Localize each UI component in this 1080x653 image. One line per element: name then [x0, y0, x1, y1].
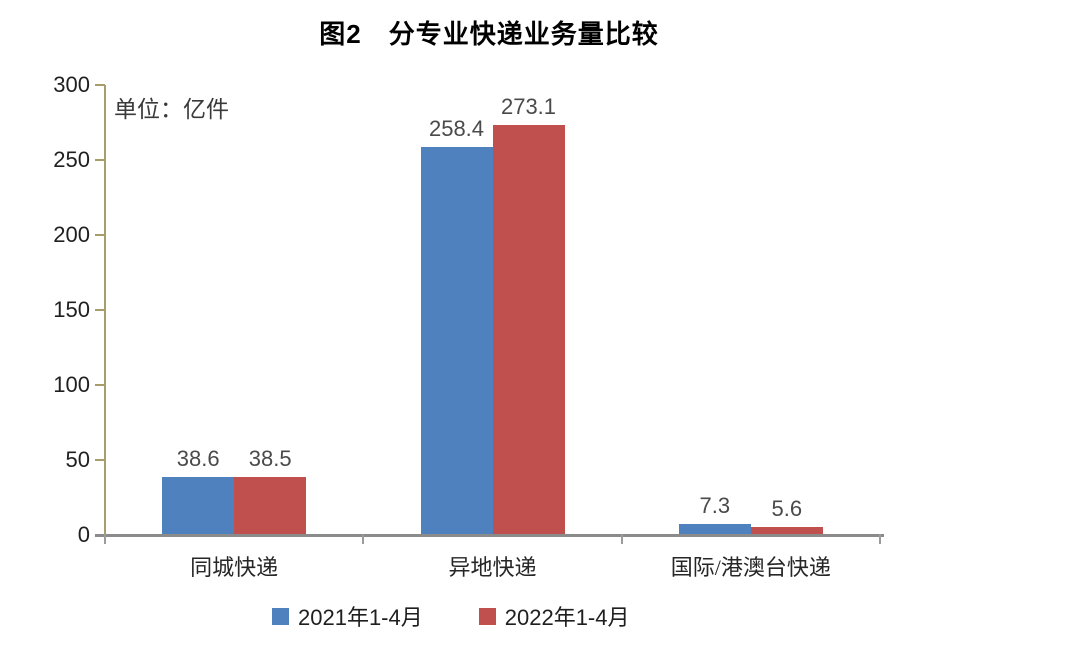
y-tick-mark	[95, 309, 105, 311]
legend-label: 2021年1-4月	[298, 605, 423, 630]
category-label: 异地快递	[448, 555, 537, 580]
x-tick-mark	[620, 534, 623, 544]
legend-label: 2022年1-4月	[504, 605, 630, 630]
legend: 2021年1-4月 2022年1-4月	[272, 600, 630, 632]
category-label: 同城快递	[190, 555, 279, 580]
bar	[492, 125, 565, 535]
y-tick-label: 300	[53, 72, 90, 97]
y-axis-line	[104, 85, 106, 536]
y-tick-mark	[95, 234, 105, 236]
x-tick-mark	[104, 534, 106, 544]
y-tick-label: 250	[53, 147, 90, 172]
y-tick-label: 100	[53, 372, 90, 397]
y-tick-mark	[95, 384, 105, 386]
x-axis-line	[95, 534, 884, 537]
bar-value-label: 38.5	[248, 446, 292, 472]
y-tick-label: 0	[77, 522, 90, 547]
legend-swatch	[272, 607, 289, 625]
y-tick-label: 200	[53, 222, 90, 247]
y-tick-mark	[95, 159, 105, 161]
y-tick-mark	[95, 84, 105, 86]
bar-value-label: 273.1	[500, 94, 557, 120]
bar	[162, 477, 235, 535]
x-tick-mark	[879, 534, 881, 544]
bar	[420, 147, 493, 535]
bar	[750, 526, 823, 535]
legend-item: 2022年1-4月	[478, 600, 630, 632]
x-tick-mark	[362, 534, 365, 544]
bar-value-label: 5.6	[771, 495, 803, 521]
bar-value-label: 258.4	[428, 116, 485, 142]
legend-swatch	[478, 607, 496, 625]
bar-value-label: 7.3	[699, 493, 731, 519]
bar-value-label: 38.6	[176, 446, 220, 472]
chart-title: 图2 分专业快递业务量比较	[319, 19, 659, 49]
y-tick-mark	[95, 459, 105, 461]
bar	[234, 477, 307, 535]
legend-item: 2021年1-4月	[272, 600, 423, 632]
category-label: 国际/港澳台快递	[670, 555, 831, 580]
unit-label: 单位：亿件	[114, 97, 229, 122]
bar	[678, 524, 751, 535]
y-tick-label: 150	[53, 297, 90, 322]
y-tick-label: 50	[65, 447, 90, 472]
